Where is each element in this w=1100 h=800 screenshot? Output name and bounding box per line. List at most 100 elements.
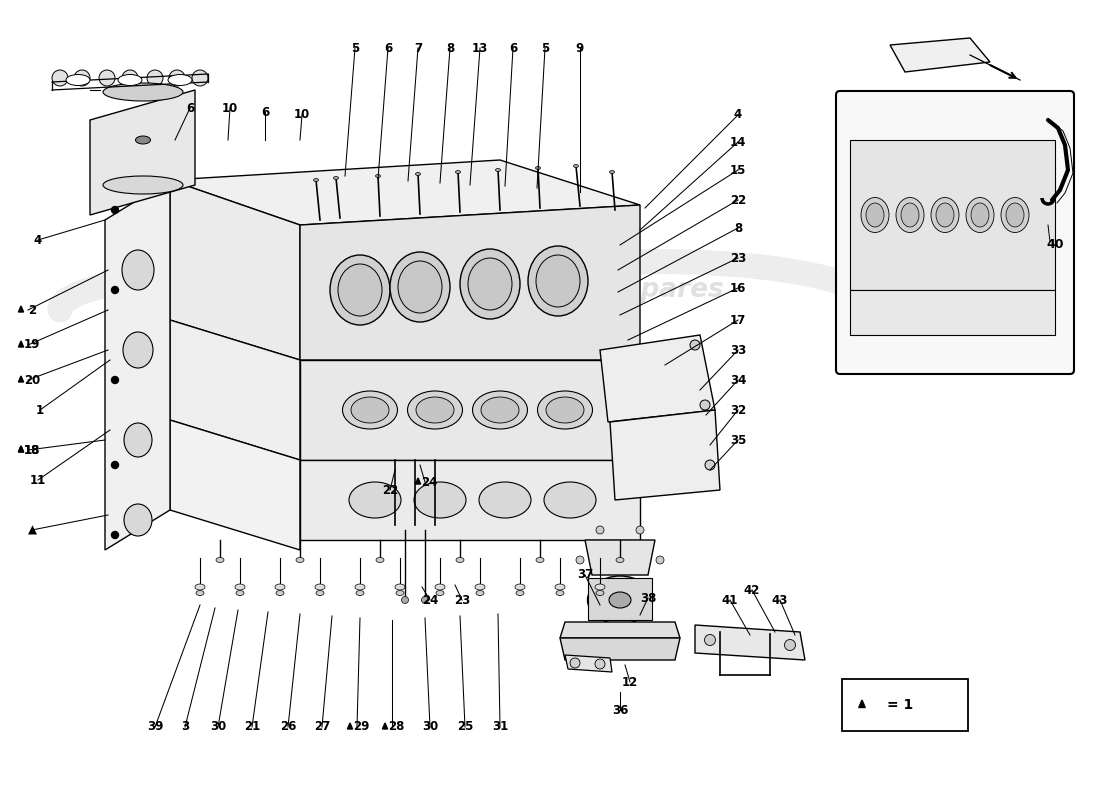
Polygon shape [170,420,300,550]
Ellipse shape [528,246,588,316]
Ellipse shape [195,584,205,590]
Ellipse shape [861,198,889,233]
Ellipse shape [573,165,579,167]
Ellipse shape [376,558,384,562]
Circle shape [636,526,644,534]
Ellipse shape [609,592,631,608]
Text: 2: 2 [28,303,36,317]
Ellipse shape [546,397,584,423]
Text: 6: 6 [509,42,517,54]
Text: 24: 24 [421,594,438,606]
Circle shape [169,70,185,86]
Ellipse shape [556,584,565,590]
Polygon shape [300,360,640,460]
Text: 37: 37 [576,569,593,582]
Text: 31: 31 [492,721,508,734]
Ellipse shape [538,391,593,429]
Ellipse shape [478,482,531,518]
Circle shape [122,70,138,86]
Polygon shape [300,205,640,360]
Polygon shape [170,160,640,225]
Polygon shape [850,140,1055,290]
Text: 17: 17 [730,314,746,326]
Ellipse shape [396,590,404,595]
Polygon shape [560,622,680,638]
Ellipse shape [236,590,244,595]
Text: 16: 16 [729,282,746,294]
Text: 8: 8 [446,42,454,54]
Circle shape [784,639,795,650]
Ellipse shape [349,482,402,518]
Text: 10: 10 [222,102,238,114]
Text: 24: 24 [421,475,437,489]
Ellipse shape [516,590,524,595]
Text: 26: 26 [279,721,296,734]
Text: 18: 18 [24,443,41,457]
Text: 6: 6 [384,42,392,54]
Text: 38: 38 [640,591,657,605]
Polygon shape [850,290,1055,335]
Circle shape [704,634,715,646]
Ellipse shape [196,590,204,595]
Text: 30: 30 [210,721,227,734]
Ellipse shape [342,391,397,429]
Polygon shape [588,578,652,620]
Text: 1: 1 [36,403,44,417]
Ellipse shape [931,198,959,233]
Circle shape [74,70,90,86]
Ellipse shape [103,83,183,101]
Ellipse shape [536,558,544,562]
Polygon shape [104,180,170,550]
Ellipse shape [276,590,284,595]
Ellipse shape [414,482,466,518]
Polygon shape [19,376,23,382]
Polygon shape [416,478,420,484]
Ellipse shape [556,590,564,595]
Text: 12: 12 [621,675,638,689]
Circle shape [52,70,68,86]
Circle shape [99,70,116,86]
Polygon shape [19,306,23,312]
Text: 39: 39 [146,721,163,734]
Text: 30: 30 [422,721,438,734]
Text: 14: 14 [729,135,746,149]
Text: 6: 6 [261,106,270,118]
Ellipse shape [338,264,382,316]
Ellipse shape [123,332,153,368]
Ellipse shape [460,249,520,319]
Text: 4: 4 [34,234,42,246]
Polygon shape [348,723,353,729]
Ellipse shape [124,423,152,457]
Text: 4: 4 [734,109,742,122]
Circle shape [111,286,119,294]
Ellipse shape [118,74,142,86]
Ellipse shape [971,203,989,227]
Ellipse shape [481,397,519,423]
Ellipse shape [495,169,500,171]
Text: 41: 41 [722,594,738,606]
Ellipse shape [66,74,90,86]
Text: 32: 32 [730,403,746,417]
Polygon shape [585,540,654,575]
Circle shape [700,400,710,410]
Text: 25: 25 [456,721,473,734]
Text: 11: 11 [30,474,46,486]
Polygon shape [19,446,23,452]
Ellipse shape [103,176,183,194]
Ellipse shape [936,203,954,227]
Text: 42: 42 [744,583,760,597]
Polygon shape [19,446,23,452]
Text: 18: 18 [24,443,41,457]
Text: 19: 19 [24,338,41,351]
Ellipse shape [122,250,154,290]
Ellipse shape [966,198,994,233]
Ellipse shape [135,136,151,144]
Ellipse shape [275,584,285,590]
Circle shape [192,70,208,86]
Text: ▲: ▲ [28,523,36,537]
Ellipse shape [436,590,444,595]
FancyBboxPatch shape [842,679,968,731]
Ellipse shape [216,558,224,562]
Text: 43: 43 [772,594,789,606]
Ellipse shape [316,590,324,595]
